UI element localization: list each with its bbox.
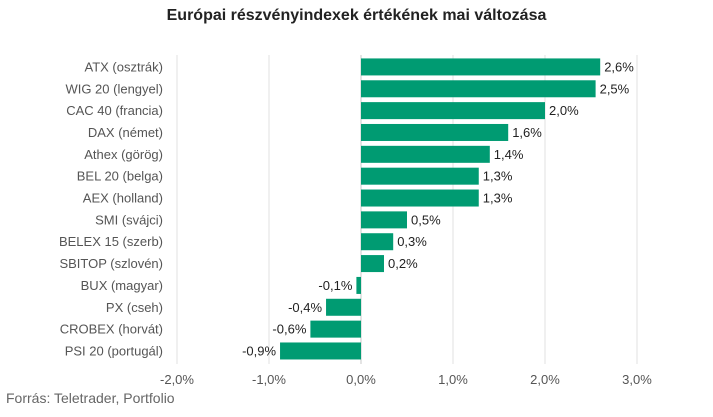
bar [356,276,361,294]
category-label: AEX (holland) [83,191,163,206]
x-tick-label: 2,0% [530,372,560,387]
category-label: BELEX 15 (szerb) [59,234,163,249]
bar [361,80,596,98]
bar [310,320,361,338]
category-label: BUX (magyar) [81,278,163,293]
bar [361,233,394,251]
x-axis-tick-labels: -2,0% -1,0% 0,0% 1,0% 2,0% 3,0% [160,372,652,387]
category-label: PSI 20 (portugál) [65,343,163,358]
value-label: 1,3% [483,169,513,184]
category-label: ATX (osztrák) [85,59,164,74]
source-note: Forrás: Teletrader, Portfolio [6,390,175,406]
value-label: 2,5% [600,81,630,96]
bar [361,58,601,76]
category-label: WIG 20 (lengyel) [65,81,163,96]
value-label: 0,2% [388,256,418,271]
category-label: SBITOP (szlovén) [59,256,163,271]
category-label: DAX (német) [88,125,163,140]
bar [361,123,509,141]
bars [280,58,601,360]
x-tick-label: -1,0% [252,372,286,387]
value-label: -0,6% [272,322,306,337]
bar [280,342,361,360]
category-label: CROBEX (horvát) [60,322,163,337]
value-label: -0,1% [318,278,352,293]
value-label: 1,3% [483,191,513,206]
x-tick-label: 1,0% [438,372,468,387]
value-label: -0,4% [288,300,322,315]
value-label: 2,6% [604,59,634,74]
bar [361,167,479,185]
value-label: 0,5% [411,212,441,227]
value-labels: 2,6% 2,5% 2,0% 1,6% 1,4% 1,3% 1,3% 0,5% 0,3% 0,2%… [242,59,634,358]
value-label: -0,9% [242,343,276,358]
grid-lines [176,55,638,364]
bar [361,189,479,207]
category-labels: ATX (osztrák) WIG 20 (lengyel) CAC 40 (fra… [59,59,163,358]
value-label: 2,0% [549,103,579,118]
bar [361,255,384,273]
category-label: SMI (svájci) [95,212,163,227]
x-tick-label: 0,0% [346,372,376,387]
x-tick-label: 3,0% [622,372,652,387]
bar [361,145,490,163]
category-label: BEL 20 (belga) [77,169,163,184]
category-label: CAC 40 (francia) [66,103,163,118]
value-label: 1,6% [512,125,542,140]
x-tick-label: -2,0% [160,372,194,387]
category-label: PX (cseh) [106,300,163,315]
category-label: Athex (görög) [84,147,163,162]
bar [361,211,407,229]
value-label: 0,3% [397,234,427,249]
bar [326,298,361,316]
bar [361,102,545,120]
value-label: 1,4% [494,147,524,162]
chart-title: Európai részvényindexek értékének mai vá… [166,7,547,24]
